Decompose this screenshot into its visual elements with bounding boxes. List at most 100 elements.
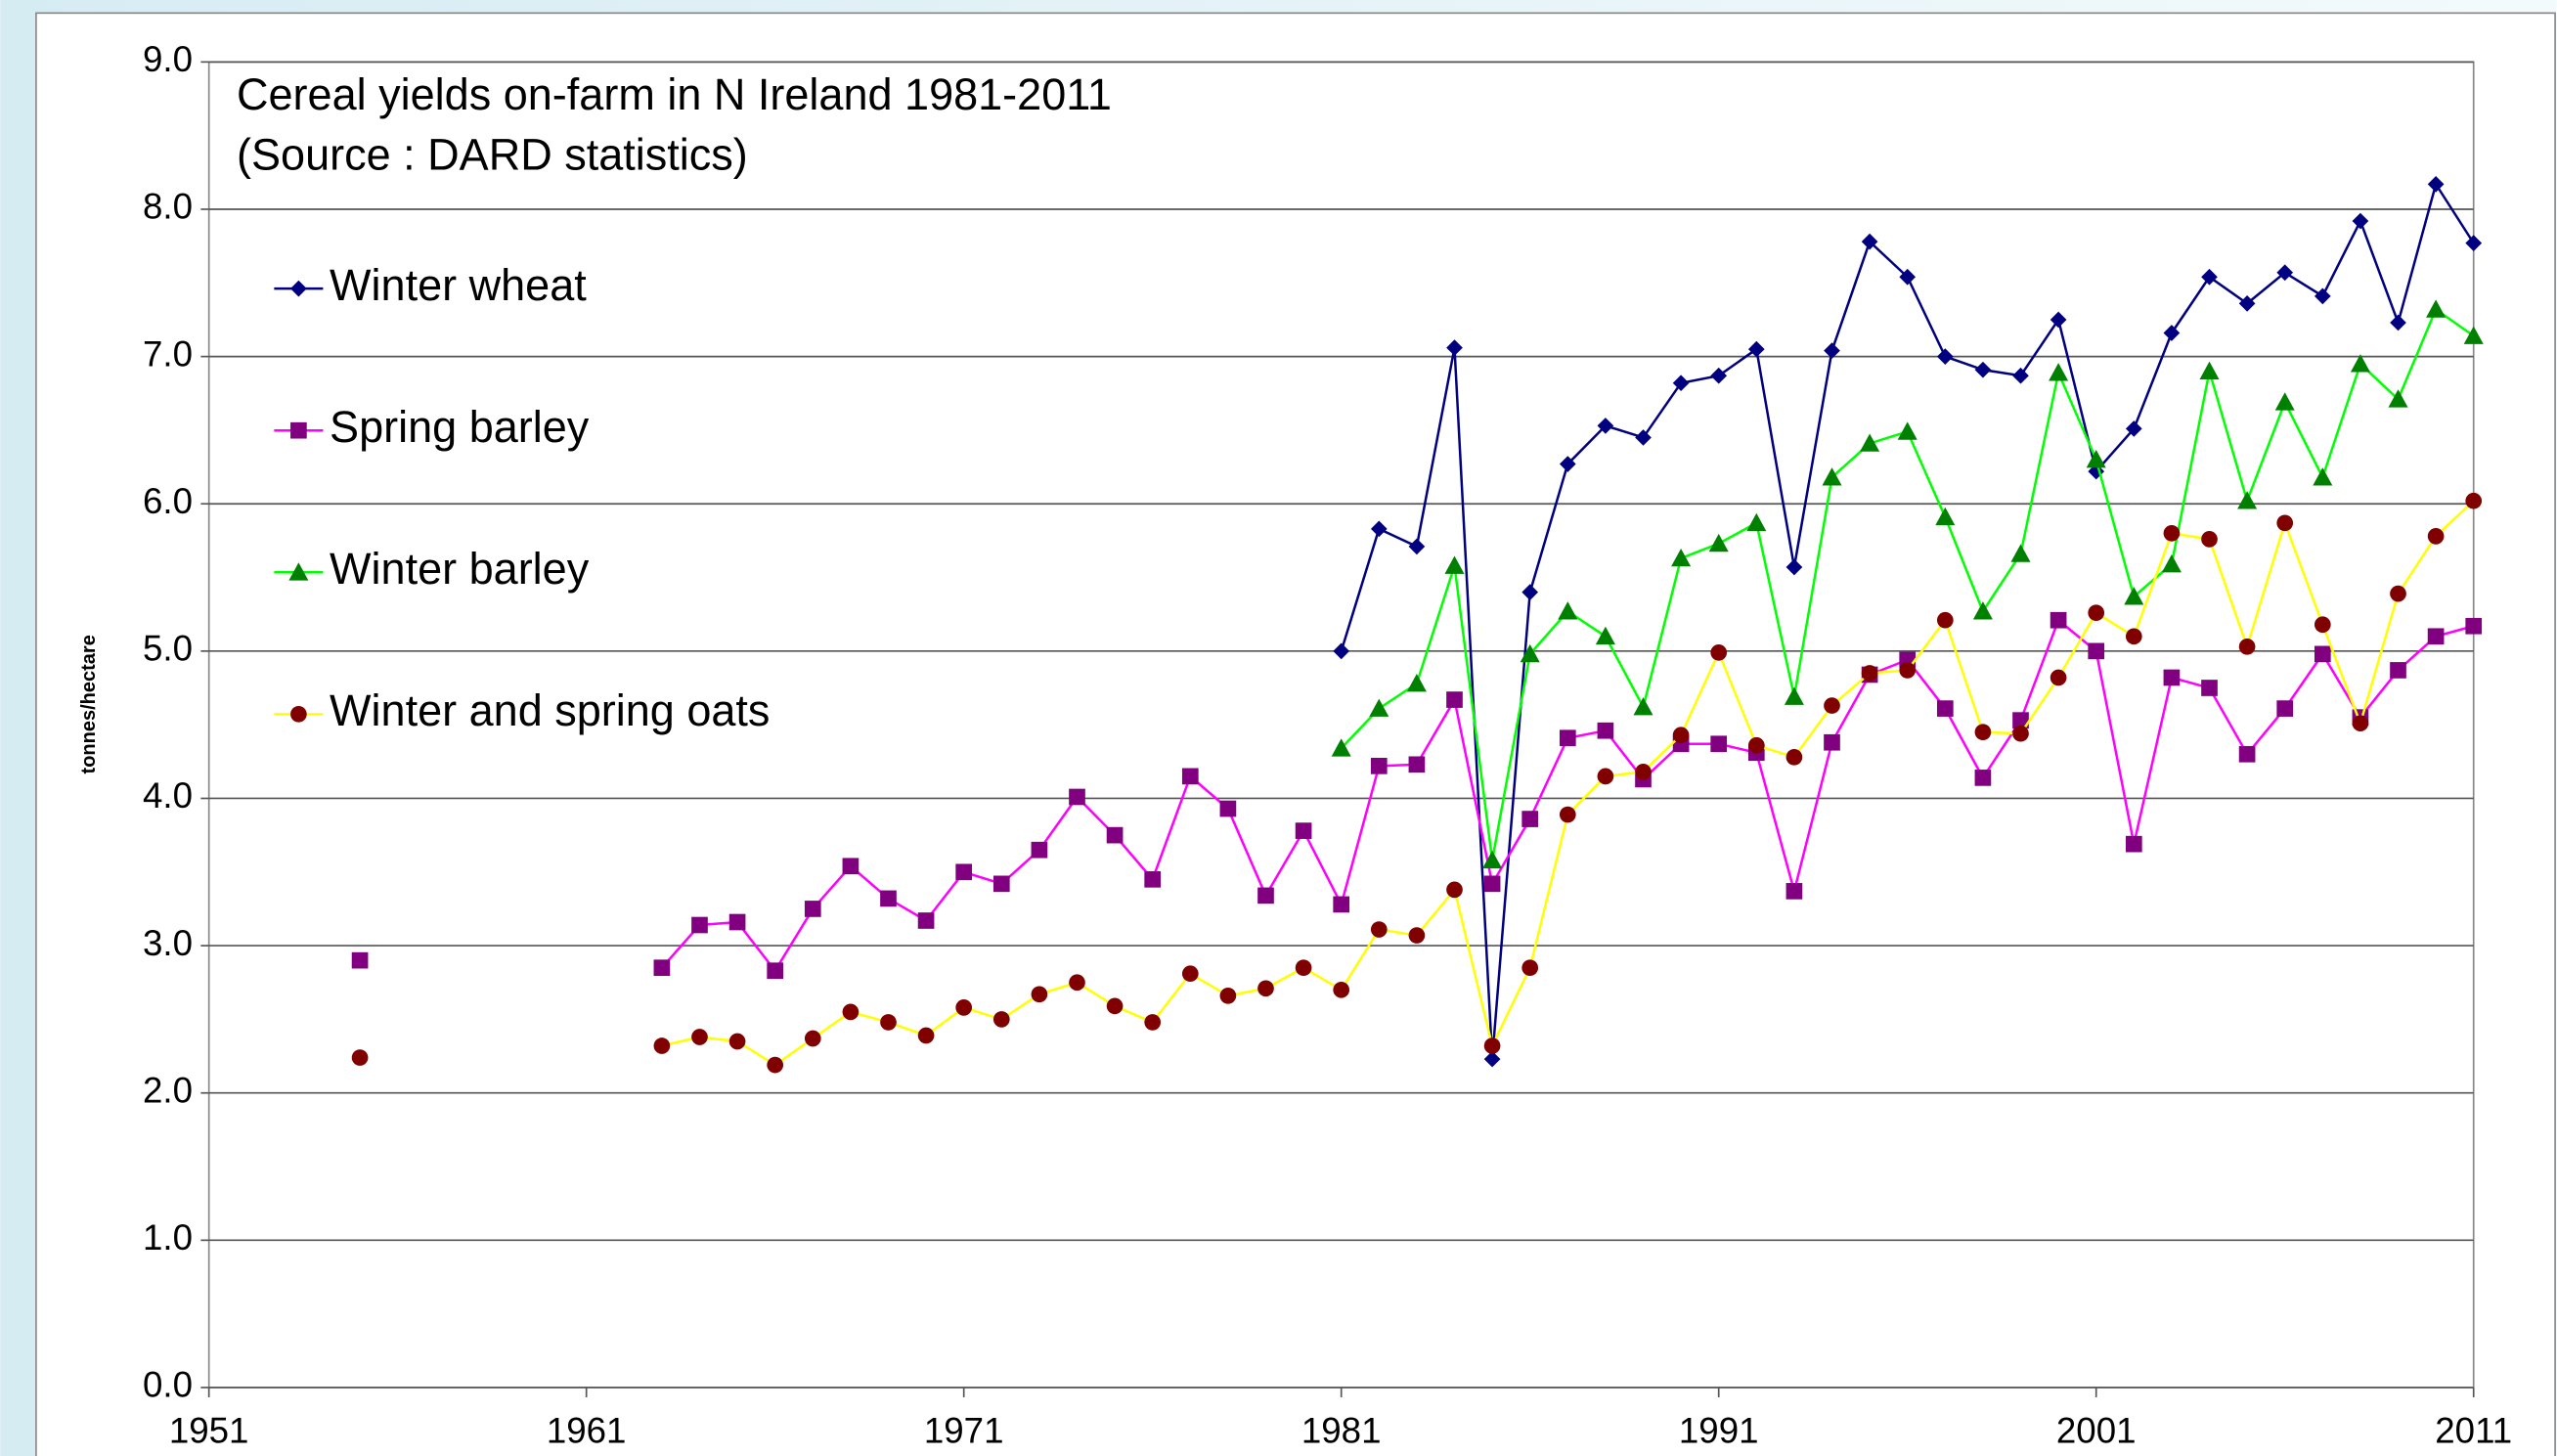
marker xyxy=(2276,514,2294,532)
marker xyxy=(1936,611,1954,629)
legend-label: Spring barley xyxy=(330,402,590,452)
marker xyxy=(767,962,784,980)
marker xyxy=(1031,841,1048,859)
marker xyxy=(1559,456,1576,472)
marker xyxy=(2163,325,2181,341)
marker xyxy=(1181,965,1199,983)
marker xyxy=(1708,533,1729,552)
marker xyxy=(2238,745,2256,763)
marker xyxy=(1406,673,1427,692)
marker xyxy=(2125,835,2142,853)
legend-label: Winter and spring oats xyxy=(330,685,770,735)
chart-title: Cereal yields on-farm in N Ireland 1981-… xyxy=(237,69,1112,119)
marker xyxy=(767,1056,784,1074)
marker xyxy=(2163,669,2181,686)
marker xyxy=(1822,467,1842,486)
marker xyxy=(2465,617,2483,635)
x-tick-label: 1971 xyxy=(924,1411,1004,1451)
legend-marker xyxy=(288,562,309,581)
marker xyxy=(1861,233,1878,250)
marker xyxy=(2050,669,2067,686)
marker xyxy=(1333,981,1350,998)
marker xyxy=(1936,700,1954,717)
marker xyxy=(1559,729,1576,747)
marker xyxy=(1824,342,1840,359)
marker xyxy=(2238,638,2256,655)
marker xyxy=(1559,806,1576,823)
marker xyxy=(2352,715,2369,731)
marker xyxy=(2124,587,2144,605)
marker xyxy=(1710,735,1728,753)
marker xyxy=(1860,433,1880,452)
marker xyxy=(2199,361,2220,380)
marker xyxy=(804,1030,821,1047)
marker xyxy=(1558,601,1578,620)
marker xyxy=(1444,555,1465,574)
marker xyxy=(1672,727,1690,744)
marker xyxy=(351,951,369,969)
marker xyxy=(1899,662,1917,679)
marker xyxy=(2427,528,2445,545)
marker xyxy=(842,1003,860,1021)
marker xyxy=(2201,531,2218,548)
marker xyxy=(2012,712,2029,728)
marker xyxy=(1483,1037,1501,1054)
marker xyxy=(2086,450,2106,468)
marker xyxy=(1747,340,1765,358)
marker xyxy=(691,916,708,934)
marker xyxy=(1521,584,1539,600)
marker xyxy=(880,1014,897,1031)
y-tick-label: 2.0 xyxy=(143,1070,193,1110)
y-tick-label: 6.0 xyxy=(143,481,193,521)
y-tick-label: 8.0 xyxy=(143,187,193,227)
marker xyxy=(992,1011,1010,1028)
marker xyxy=(1785,883,1803,900)
marker xyxy=(1974,361,1992,378)
marker xyxy=(1482,850,1503,869)
marker xyxy=(1408,927,1426,944)
y-axis-label: tonnes/hectare xyxy=(78,635,100,773)
marker xyxy=(1106,826,1124,844)
x-tick-label: 2001 xyxy=(2056,1411,2137,1451)
marker xyxy=(1446,339,1463,356)
marker xyxy=(955,863,973,881)
marker xyxy=(2350,354,2370,373)
x-tick-label: 1961 xyxy=(547,1411,627,1451)
marker xyxy=(1824,697,1840,714)
marker xyxy=(728,1033,746,1050)
marker xyxy=(2390,314,2406,331)
marker xyxy=(1635,764,1652,780)
marker xyxy=(1597,418,1614,434)
marker xyxy=(1144,1014,1162,1031)
marker xyxy=(1972,601,1993,620)
marker xyxy=(2163,525,2181,542)
marker xyxy=(1446,691,1463,708)
marker xyxy=(917,912,935,929)
marker xyxy=(1069,788,1085,806)
marker xyxy=(1597,722,1614,739)
y-tick-label: 1.0 xyxy=(143,1217,193,1257)
marker xyxy=(842,858,860,875)
x-tick-label: 2011 xyxy=(2435,1411,2512,1451)
marker xyxy=(1106,997,1124,1015)
marker xyxy=(917,1027,935,1044)
marker xyxy=(1333,896,1350,913)
marker xyxy=(2088,642,2105,660)
marker xyxy=(1521,959,1539,977)
marker xyxy=(1295,959,1312,977)
marker xyxy=(1483,1050,1501,1068)
marker xyxy=(2276,700,2294,717)
marker xyxy=(2161,553,2182,573)
marker xyxy=(728,913,746,931)
legend-label: Winter barley xyxy=(330,544,590,594)
y-tick-label: 3.0 xyxy=(143,923,193,963)
marker xyxy=(1747,736,1765,754)
marker xyxy=(2352,212,2369,230)
marker xyxy=(691,1029,708,1045)
legend-marker xyxy=(290,280,307,297)
marker xyxy=(2388,389,2408,408)
marker xyxy=(1861,665,1878,682)
marker xyxy=(1295,822,1312,839)
marker xyxy=(2426,299,2447,318)
